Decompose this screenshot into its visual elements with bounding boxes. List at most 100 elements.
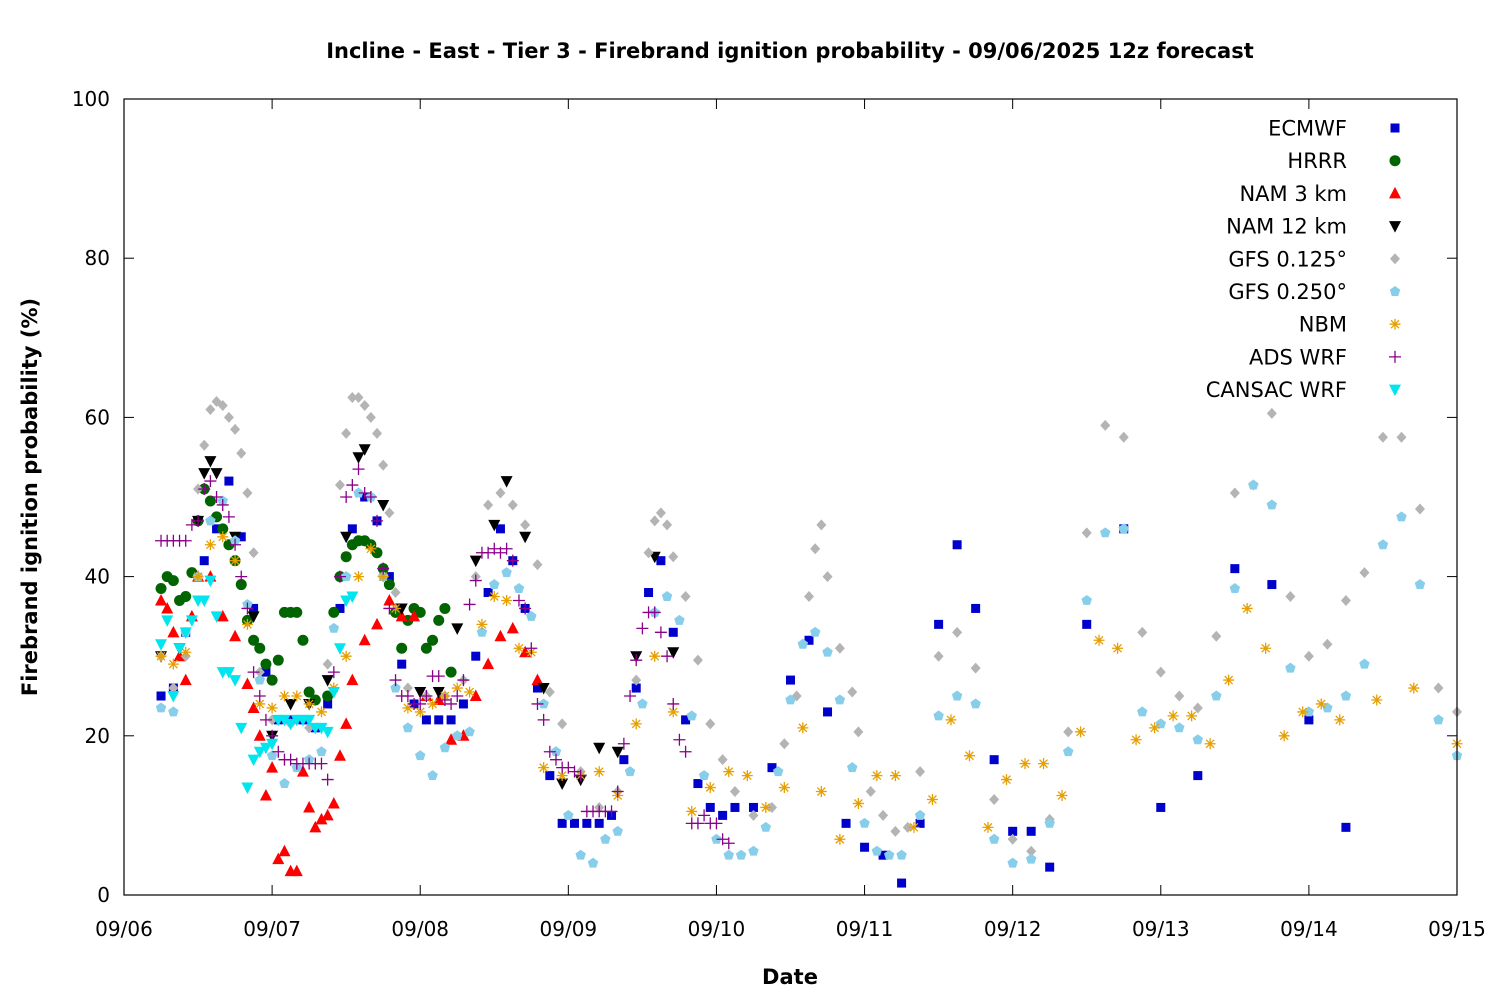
data-point (333, 643, 346, 655)
data-point (291, 606, 303, 618)
data-point (1396, 511, 1407, 522)
data-point (1340, 594, 1351, 606)
data-point (155, 593, 168, 606)
data-point (488, 591, 500, 602)
data-point (1062, 746, 1074, 757)
data-point (1266, 407, 1277, 419)
legend-item: HRRR (1287, 149, 1401, 173)
data-point (212, 524, 222, 534)
data-point (1371, 694, 1383, 706)
data-point (241, 677, 254, 690)
data-point (340, 491, 353, 503)
data-point (427, 698, 439, 710)
data-point (557, 718, 568, 730)
data-point (970, 662, 981, 674)
data-point (346, 591, 359, 603)
data-point (815, 786, 827, 798)
data-point (333, 749, 346, 761)
data-point (823, 707, 833, 717)
data-point (340, 595, 353, 607)
data-point (1230, 564, 1240, 574)
data-point (532, 683, 542, 693)
data-point (328, 606, 340, 618)
data-point (364, 491, 377, 503)
data-point (760, 801, 772, 813)
data-point (520, 519, 531, 531)
data-point (1019, 758, 1031, 770)
data-point (1156, 802, 1166, 812)
data-point (266, 702, 278, 714)
data-point (432, 693, 445, 705)
data-point (1241, 602, 1253, 614)
data-point (1118, 431, 1129, 443)
data-point (785, 694, 796, 705)
data-point (878, 850, 888, 860)
data-point (1297, 706, 1309, 718)
legend-label: GFS 0.125° (1228, 247, 1347, 271)
data-point (241, 602, 254, 615)
data-point (155, 639, 168, 651)
data-point (537, 713, 550, 726)
legend-label: HRRR (1287, 149, 1347, 173)
data-point (427, 770, 438, 781)
data-point (198, 483, 211, 496)
data-point (1248, 479, 1259, 490)
data-point (594, 818, 604, 828)
data-point (723, 766, 735, 778)
data-point (531, 673, 544, 686)
legend-item: NAM 3 km (1239, 182, 1401, 206)
data-point (600, 833, 611, 844)
data-point (248, 547, 259, 559)
data-point (315, 706, 327, 718)
data-point (377, 571, 389, 583)
data-point (681, 715, 691, 725)
data-point (390, 587, 401, 599)
y-tick-label: 80 (85, 246, 110, 270)
data-point (570, 818, 580, 828)
data-point (1155, 666, 1166, 678)
data-point (531, 697, 544, 710)
data-point (934, 619, 944, 629)
data-point (229, 675, 242, 687)
data-point (1001, 774, 1012, 786)
data-point (155, 650, 167, 662)
data-point (1186, 710, 1198, 722)
data-point (254, 642, 266, 654)
data-point (414, 750, 426, 761)
data-point (278, 714, 291, 727)
data-point (247, 666, 260, 679)
legend-item: ECMWF (1268, 117, 1400, 141)
data-point (260, 658, 272, 670)
data-point (574, 769, 587, 782)
data-point (236, 532, 246, 542)
data-point (810, 543, 821, 555)
data-point (1315, 698, 1327, 710)
data-point (989, 755, 999, 765)
data-point (897, 878, 907, 888)
data-point (1322, 638, 1333, 650)
data-point (871, 770, 883, 782)
data-point (809, 626, 821, 637)
data-point (414, 697, 427, 710)
data-point (322, 690, 334, 702)
data-point (568, 765, 581, 778)
data-point (198, 595, 211, 607)
data-point (513, 583, 525, 593)
data-point (223, 411, 234, 423)
data-point (804, 635, 814, 645)
data-point (372, 427, 383, 439)
data-point (550, 746, 562, 757)
data-point (662, 519, 673, 531)
data-point (1045, 862, 1055, 872)
data-point (698, 809, 711, 822)
data-point (661, 650, 674, 663)
data-point (865, 786, 876, 798)
data-point (383, 579, 395, 591)
data-point (500, 542, 513, 555)
data-point (179, 673, 192, 686)
data-point (235, 722, 248, 735)
data-point (748, 809, 759, 821)
data-point (284, 753, 297, 766)
data-point (284, 718, 297, 731)
data-point (179, 534, 192, 547)
